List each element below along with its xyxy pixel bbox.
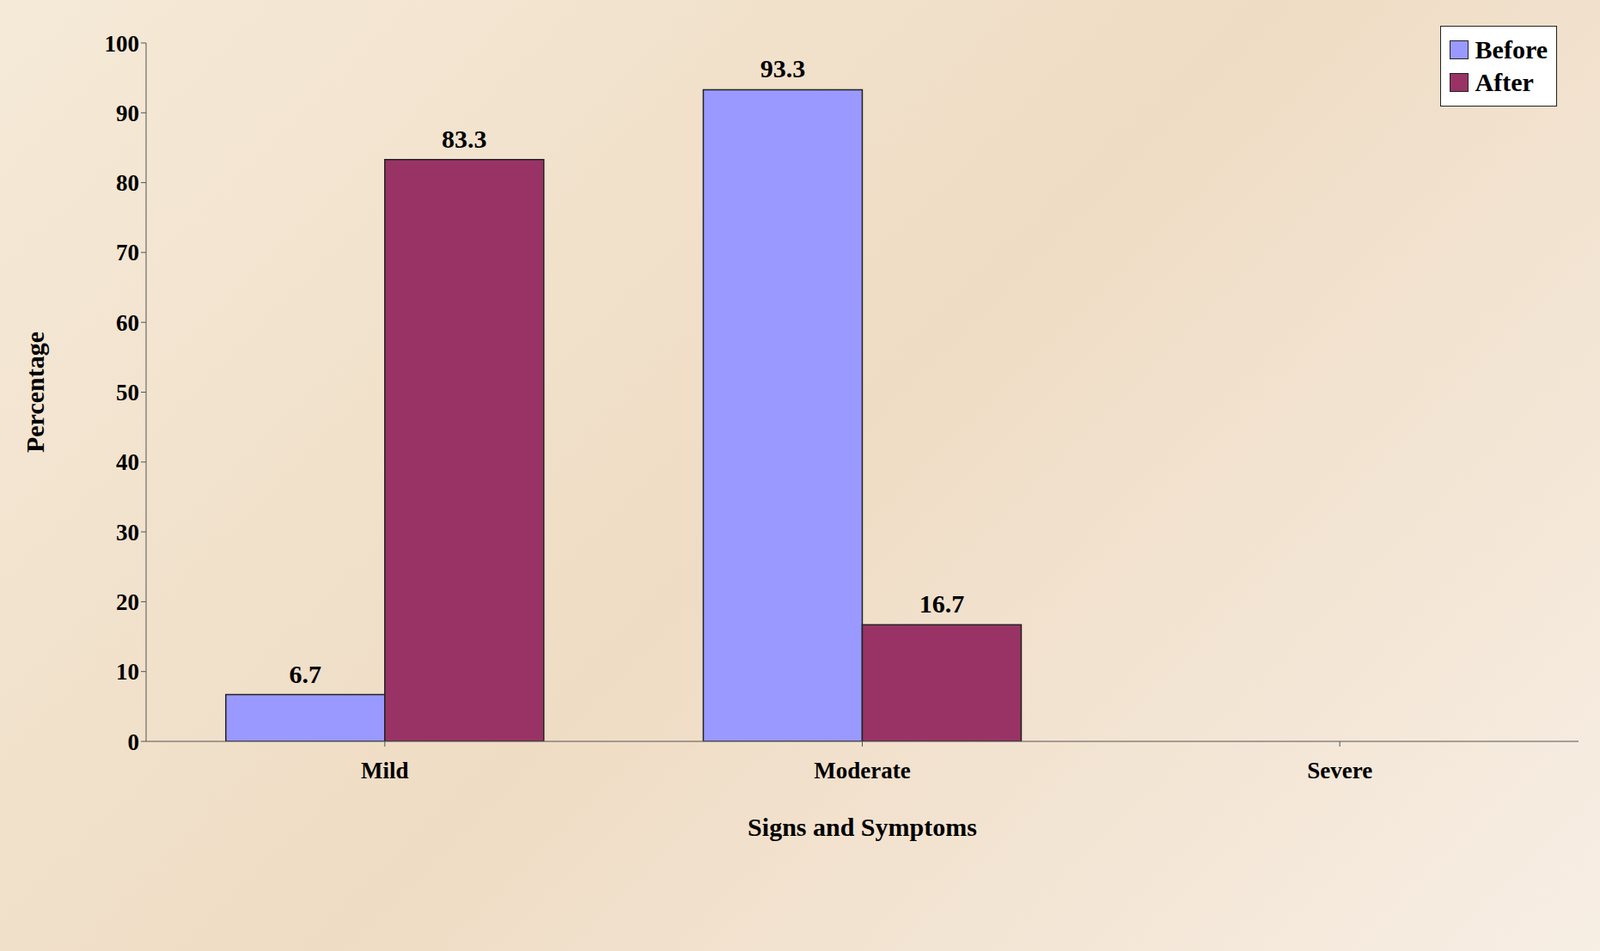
svg-text:50: 50 [116, 379, 140, 406]
svg-text:90: 90 [116, 100, 140, 127]
svg-text:93.3: 93.3 [760, 54, 807, 83]
svg-text:Percentage: Percentage [20, 331, 49, 453]
svg-text:Severe: Severe [1306, 757, 1373, 784]
svg-text:16.7: 16.7 [919, 589, 965, 618]
svg-text:30: 30 [116, 519, 140, 546]
html-text:Before: Before [1475, 35, 1548, 64]
html-text:After: After [1475, 67, 1534, 97]
svg-text:80: 80 [116, 170, 140, 196]
svg-text:70: 70 [116, 239, 140, 266]
svg-text:60: 60 [116, 310, 140, 336]
svg-text:83.3: 83.3 [441, 124, 488, 153]
svg-text:10: 10 [116, 659, 140, 685]
svg-text:0: 0 [128, 729, 141, 756]
svg-text:6.7: 6.7 [289, 659, 323, 689]
svg-text:40: 40 [116, 449, 140, 476]
svg-text:Signs and Symptoms: Signs and Symptoms [747, 812, 978, 842]
svg-text:Moderate: Moderate [813, 757, 910, 784]
svg-text:100: 100 [104, 30, 141, 57]
svg-text:20: 20 [116, 589, 140, 616]
svg-text:Mild: Mild [360, 757, 410, 784]
